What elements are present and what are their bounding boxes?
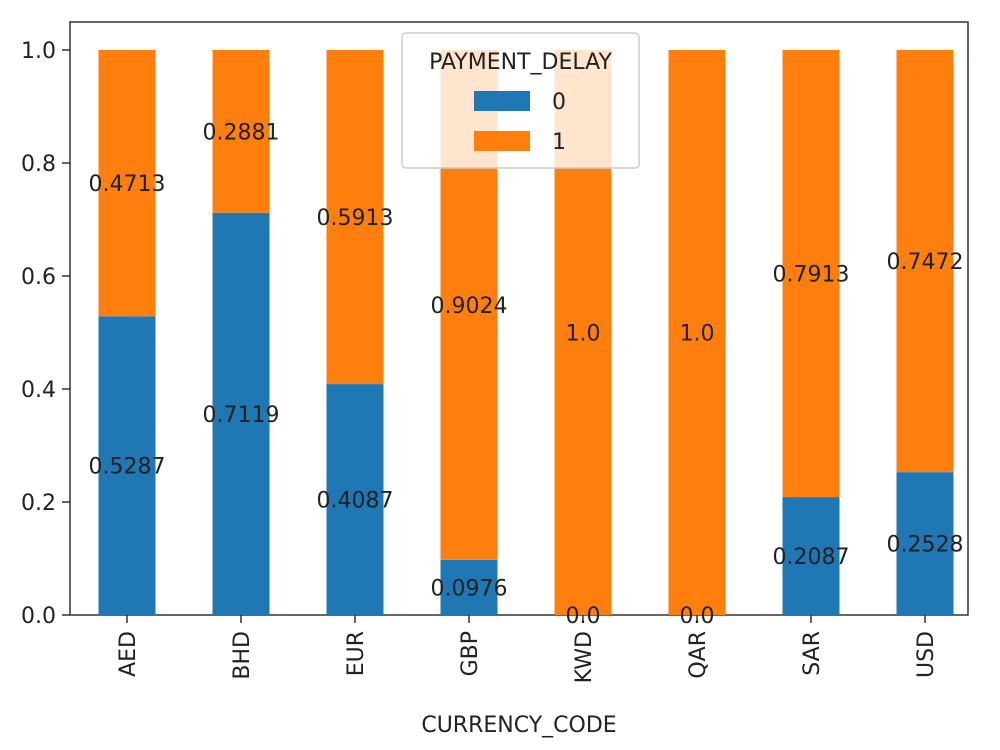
y-tick-label: 0.6 xyxy=(21,265,56,290)
x-tick-label-aed: AED xyxy=(116,631,141,677)
data-label-gbp-series-1: 0.9024 xyxy=(431,294,508,319)
x-axis-title: CURRENCY_CODE xyxy=(421,713,616,738)
y-tick-label: 0.8 xyxy=(21,152,56,177)
data-label-qar-series-1: 1.0 xyxy=(680,322,715,347)
y-tick-label: 0.4 xyxy=(21,378,56,403)
data-label-usd-series-1: 0.7472 xyxy=(887,250,964,275)
bar-usd-series-1 xyxy=(896,50,954,473)
legend-label-1: 1 xyxy=(552,130,566,155)
data-label-kwd-series-0: 0.0 xyxy=(566,604,601,629)
y-axis: 0.0 0.2 0.4 0.6 0.8 1.0 xyxy=(21,39,70,629)
data-label-gbp-series-0: 0.0976 xyxy=(431,576,508,601)
data-label-bhd-series-1: 0.2881 xyxy=(203,120,280,145)
data-label-sar-series-0: 0.2087 xyxy=(773,545,850,570)
x-axis: AED BHD EUR GBP KWD QAR SAR USD xyxy=(116,615,939,683)
bar-aed-series-1 xyxy=(98,50,156,317)
data-label-sar-series-1: 0.7913 xyxy=(773,263,850,288)
data-label-bhd-series-0: 0.7119 xyxy=(203,403,280,428)
legend: PAYMENT_DELAY 0 1 xyxy=(401,32,640,169)
legend-swatch-1 xyxy=(474,131,530,151)
data-label-eur-series-0: 0.4087 xyxy=(317,489,394,514)
bar-bhd-series-0 xyxy=(212,212,270,616)
legend-title: PAYMENT_DELAY xyxy=(429,50,612,75)
x-tick-label-sar: SAR xyxy=(800,631,825,676)
legend-label-0: 0 xyxy=(552,90,566,115)
bar-qar-series-1 xyxy=(668,50,726,615)
bar-eur-series-1 xyxy=(326,50,384,385)
bar-aed-series-0 xyxy=(98,316,156,615)
x-tick-label-kwd: KWD xyxy=(572,631,597,683)
x-tick-label-qar: QAR xyxy=(686,631,711,679)
bar-usd-series-0 xyxy=(896,472,954,615)
bar-sar-series-0 xyxy=(782,497,840,615)
y-tick-label: 1.0 xyxy=(21,39,56,64)
y-tick-label: 0.2 xyxy=(21,491,56,516)
data-label-aed-series-0: 0.5287 xyxy=(89,455,166,480)
data-label-aed-series-1: 0.4713 xyxy=(89,172,166,197)
data-labels-layer: 0.5287 0.4713 0.7119 0.2881 0.4087 0.5913 0.09… xyxy=(89,120,964,629)
bar-sar-series-1 xyxy=(782,50,840,498)
bar-eur-series-0 xyxy=(326,384,384,615)
bar-gbp-series-0 xyxy=(440,559,498,615)
x-tick-label-usd: USD xyxy=(914,631,939,678)
x-tick-label-eur: EUR xyxy=(344,631,369,676)
x-tick-label-bhd: BHD xyxy=(230,631,255,680)
bar-bhd-series-1 xyxy=(212,50,270,213)
legend-swatch-0 xyxy=(474,91,530,111)
data-label-qar-series-0: 0.0 xyxy=(680,604,715,629)
data-label-eur-series-1: 0.5913 xyxy=(317,206,394,231)
data-label-usd-series-0: 0.2528 xyxy=(887,533,964,558)
y-tick-label: 0.0 xyxy=(21,604,56,629)
data-label-kwd-series-1: 1.0 xyxy=(566,322,601,347)
x-tick-label-gbp: GBP xyxy=(458,631,483,676)
